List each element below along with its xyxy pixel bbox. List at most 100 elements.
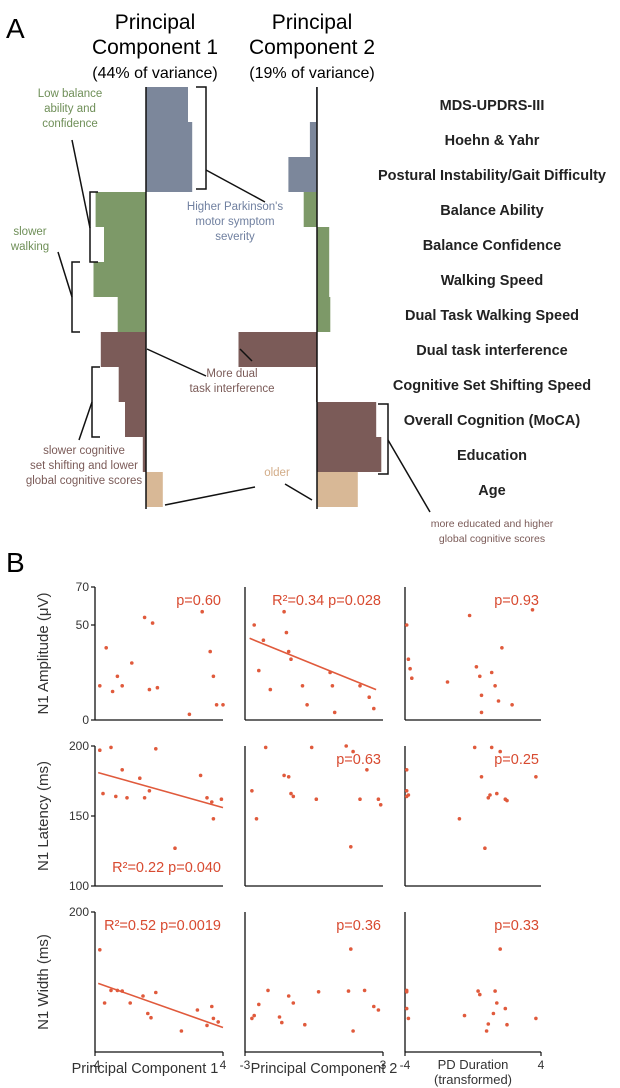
data-point — [210, 800, 214, 804]
slower-walking-note-2: walking — [10, 241, 49, 253]
older-leader-line-1 — [164, 486, 256, 506]
data-point — [467, 613, 472, 618]
pc1-bars — [93, 87, 193, 509]
data-point — [505, 798, 509, 803]
data-point — [358, 797, 362, 801]
data-point — [489, 745, 494, 750]
data-point — [282, 609, 286, 614]
variable-label-postural-instability-gait-difficulty: Postural Instability/Gait Difficulty — [378, 168, 606, 184]
variable-label-overall-cognition-moca: Overall Cognition (MoCA) — [404, 413, 581, 429]
dual-leader-line-1 — [146, 348, 207, 377]
low-balance-note-3: confidence — [42, 118, 98, 130]
data-point — [498, 749, 503, 754]
data-point — [154, 990, 158, 995]
data-point — [211, 817, 216, 821]
pc2-bar-hoehn-yahr — [309, 122, 317, 157]
data-point — [404, 789, 409, 793]
y-tick-label: 100 — [69, 879, 89, 893]
pc1-variance: (44% of variance) — [92, 65, 217, 82]
pc2-bars — [238, 87, 382, 509]
data-point — [300, 684, 305, 688]
data-point — [263, 745, 268, 750]
data-point — [404, 623, 409, 627]
balance-leader-line — [71, 139, 91, 229]
data-point — [268, 687, 273, 692]
data-point — [102, 1001, 107, 1005]
variable-label-walking-speed: Walking Speed — [441, 273, 544, 289]
data-point — [109, 988, 113, 993]
dual-note-2: task interference — [189, 383, 274, 395]
data-point — [173, 846, 177, 850]
data-point — [316, 990, 321, 994]
data-point — [495, 1001, 499, 1005]
walking-leader-line — [57, 251, 73, 298]
data-point — [286, 649, 291, 654]
pc1-bar-overall-cognition-moca — [125, 402, 146, 437]
data-point — [252, 1013, 256, 1018]
y-tick-label: 70 — [76, 580, 90, 594]
y-tick-label: 0 — [82, 713, 89, 727]
stat-annotation: p=0.33 — [494, 918, 539, 934]
variable-label-mds-updrs-iii: MDS-UPDRS-III — [440, 98, 545, 114]
data-point — [376, 797, 381, 801]
pc2-bar-postural-instability-gait-difficulty — [288, 157, 317, 192]
data-point — [120, 989, 124, 993]
pc1-bar-balance-ability — [95, 192, 146, 227]
x-tick-label: -4 — [400, 1058, 411, 1072]
y-tick-label: 200 — [69, 905, 89, 919]
data-point — [332, 710, 337, 715]
data-point — [266, 988, 270, 993]
data-point — [110, 689, 115, 694]
data-point — [128, 1001, 132, 1005]
variable-label-hoehn-yahr: Hoehn & Yahr — [445, 133, 540, 149]
cognitive-leader-line — [78, 401, 93, 441]
data-point — [500, 646, 504, 650]
older-note: older — [264, 467, 290, 479]
data-point — [261, 638, 266, 642]
data-point — [303, 1022, 307, 1027]
data-point — [289, 791, 293, 796]
data-point — [479, 775, 484, 779]
data-point — [305, 703, 309, 707]
data-point — [498, 947, 503, 951]
data-point — [309, 745, 314, 750]
x-axis-label: Principal Component 1 — [72, 1061, 219, 1077]
y-tick-label: 200 — [69, 739, 89, 753]
scatter-panel-r1-c1: 0 50 70 p=0.60 N1 Amplitude (μV) — [35, 580, 225, 727]
data-point — [150, 621, 155, 625]
data-point — [404, 988, 409, 993]
data-point — [406, 657, 411, 661]
data-point — [142, 796, 147, 800]
pc1-bar-cognitive-set-shifting-speed — [118, 367, 146, 402]
data-point — [198, 773, 203, 778]
pc1-title-line1: Principal — [115, 11, 196, 34]
data-point — [358, 684, 362, 688]
data-point — [286, 994, 291, 998]
data-point — [457, 817, 462, 821]
data-point — [120, 768, 124, 772]
data-point — [479, 710, 484, 715]
stat-annotation: R²=0.34 p=0.028 — [272, 593, 381, 609]
data-point — [205, 1023, 209, 1028]
stat-annotation: p=0.25 — [494, 752, 539, 768]
data-point — [155, 685, 160, 690]
data-point — [291, 794, 296, 799]
data-point — [154, 747, 158, 751]
data-point — [462, 1013, 467, 1018]
data-point — [142, 615, 147, 620]
data-point — [211, 1016, 216, 1021]
data-point — [205, 796, 209, 800]
data-point — [179, 1029, 184, 1033]
data-point — [365, 768, 369, 772]
data-point — [410, 676, 414, 680]
data-point — [147, 687, 152, 692]
data-point — [98, 948, 102, 952]
data-point — [362, 988, 367, 993]
pc1-bar-walking-speed — [93, 262, 146, 297]
data-point — [221, 703, 225, 707]
data-point — [372, 706, 376, 711]
stat-annotation: R²=0.22 p=0.040 — [112, 860, 221, 876]
panel-b: B 0 50 70 p=0.60 N1 Amplitude (μV) R²=0.34 p=… — [6, 547, 545, 1087]
data-point — [476, 989, 480, 993]
data-point — [104, 646, 108, 650]
